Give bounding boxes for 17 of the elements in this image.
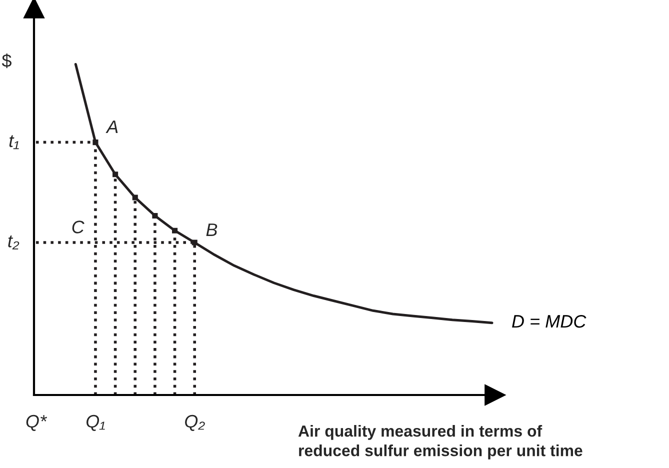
x-axis-title: Air quality measured in terms of reduced sulfur emission per unit time [298,425,582,460]
x-tick-label: Q* [26,414,48,431]
point [132,194,138,200]
point [152,212,158,218]
series-label: D = MDC [512,314,586,328]
x-tick-label: Q₂ [185,414,205,431]
annotation: B [206,224,218,236]
annotation: t₁ [9,135,19,150]
y-axis-title: $ [2,53,12,68]
x-tick-label: Q₁ [86,414,105,431]
point [92,140,98,146]
annotation: t₂ [8,236,20,250]
annotation: C [72,220,84,234]
point [192,240,198,246]
point [112,172,118,178]
point [172,228,178,234]
annotation: A [106,120,118,133]
